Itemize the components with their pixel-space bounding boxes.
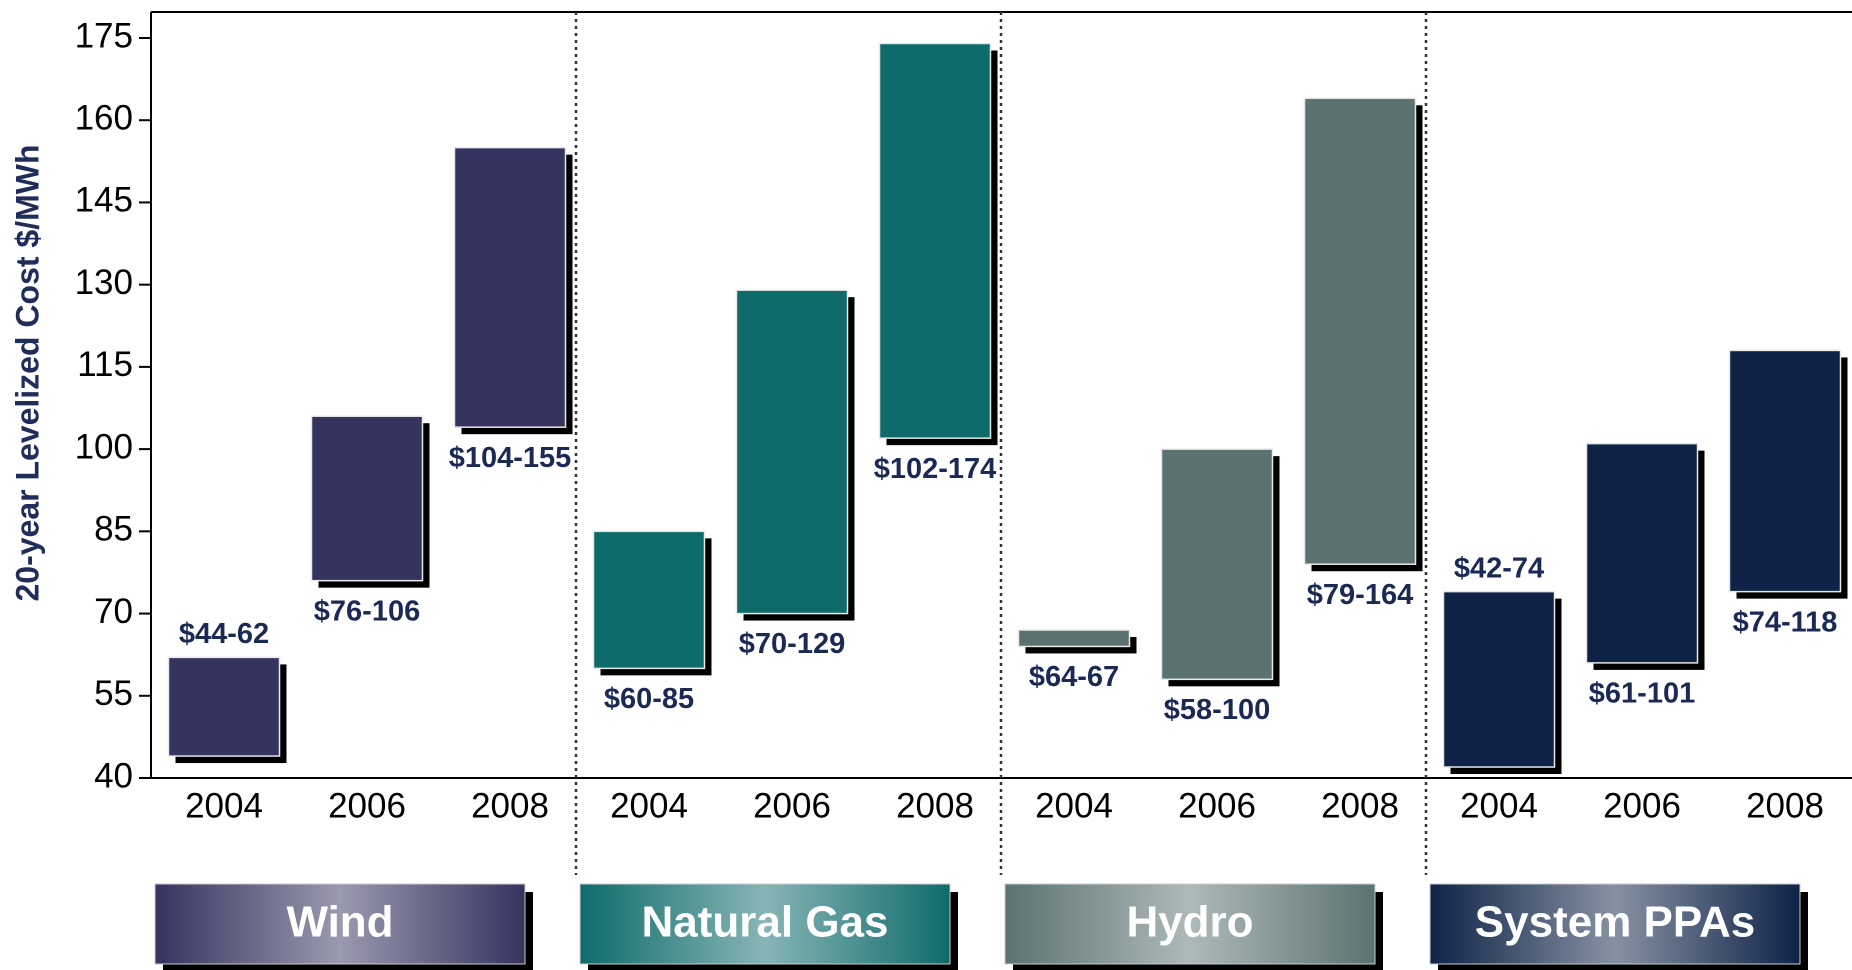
legend-box [1429,883,1801,965]
bar [1442,590,1556,768]
x-tick-label: 2006 [1178,786,1256,825]
x-tick-label: 2008 [896,786,974,825]
bar [1160,448,1274,681]
value-label: $58-100 [1164,694,1270,726]
y-tick-label: 100 [75,427,133,466]
y-tick-label: 70 [94,592,133,631]
y-tick-label: 145 [75,181,133,220]
y-tick-label: 130 [75,263,133,302]
y-tick-label: 55 [94,674,133,713]
value-label: $79-164 [1307,579,1413,611]
bar [1303,97,1417,565]
x-tick-label: 2008 [1321,786,1399,825]
bar [453,146,567,428]
y-axis-label: 20-year Levelized Cost $/MWh [9,144,45,601]
y-tick-label: 85 [94,510,133,549]
legend-label: Hydro [1126,898,1253,947]
value-label: $104-155 [449,442,572,474]
x-tick-label: 2004 [185,786,263,825]
value-label: $44-62 [179,618,269,650]
legend-box [1004,883,1376,965]
bar [1728,349,1842,593]
bar [878,42,992,439]
legend-box [154,883,526,965]
legend-box [579,883,951,965]
x-tick-label: 2006 [328,786,406,825]
bar [735,289,849,615]
value-label: $64-67 [1029,661,1119,693]
value-label: $76-106 [314,595,420,627]
value-label: $61-101 [1589,678,1695,710]
value-label: $60-85 [604,683,694,715]
x-tick-label: 2008 [471,786,549,825]
y-tick-label: 115 [77,345,133,384]
y-tick-label: 175 [75,16,133,55]
x-tick-label: 2004 [610,786,688,825]
x-tick-label: 2004 [1035,786,1113,825]
value-label: $42-74 [1454,552,1544,584]
y-tick-label: 40 [94,756,133,795]
bar [167,656,281,757]
legend-label: Wind [286,898,393,947]
legend-label: Natural Gas [642,898,889,947]
bar [310,415,424,582]
value-label: $102-174 [874,453,997,485]
legend-label: System PPAs [1475,898,1755,947]
bar [1585,442,1699,664]
bar [1017,629,1131,648]
x-tick-label: 2004 [1460,786,1538,825]
value-label: $74-118 [1733,606,1838,638]
x-tick-label: 2006 [753,786,831,825]
value-label: $70-129 [739,628,845,660]
bar [592,530,706,670]
y-tick-label: 160 [75,98,133,137]
x-tick-label: 2008 [1746,786,1824,825]
x-tick-label: 2006 [1603,786,1681,825]
